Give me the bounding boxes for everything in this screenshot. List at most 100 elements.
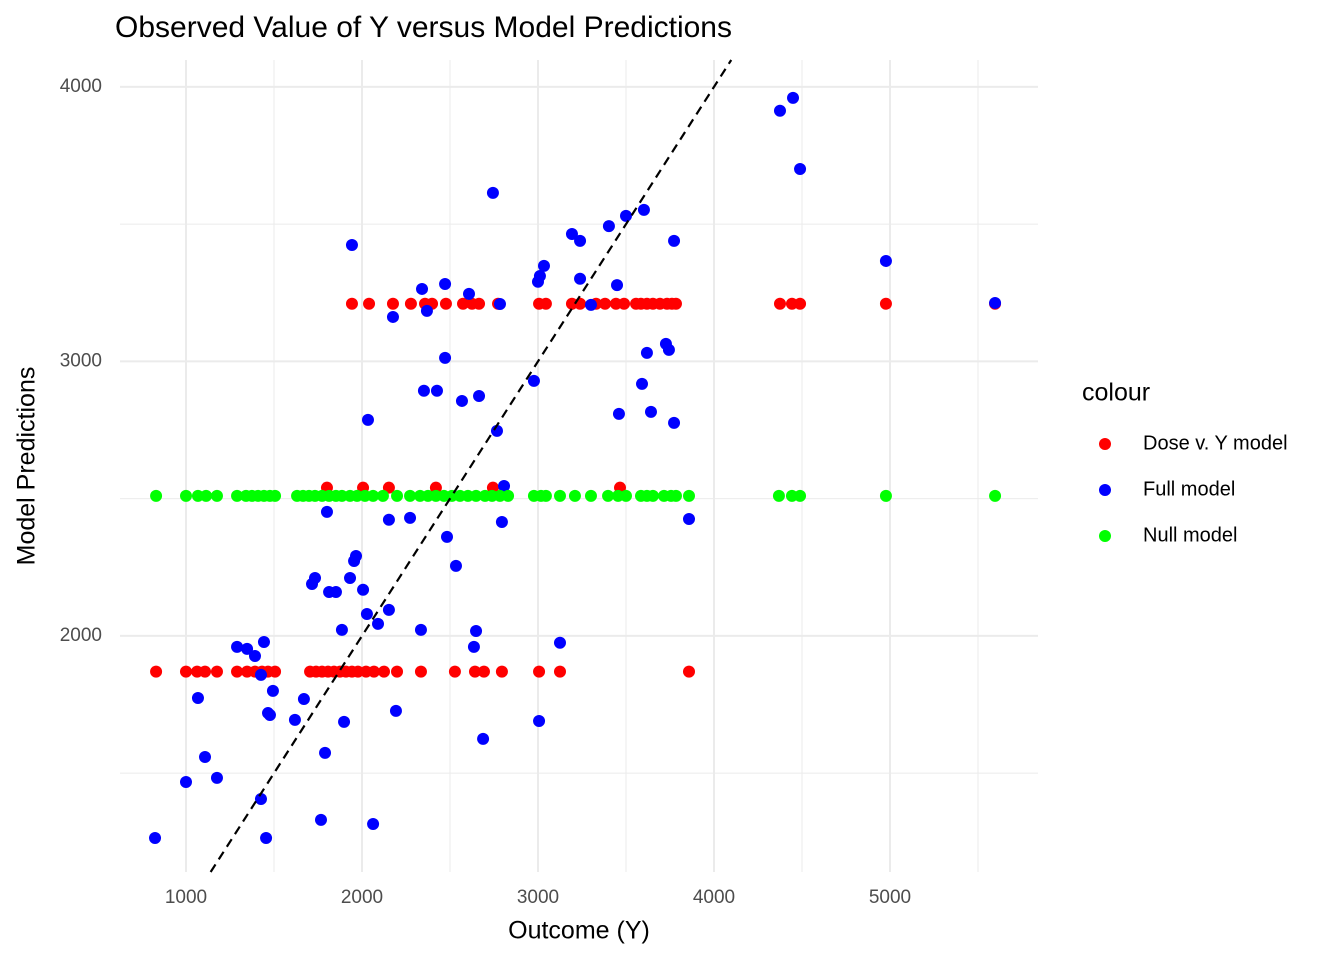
point [463, 287, 476, 300]
point [879, 489, 892, 502]
point [602, 220, 615, 233]
point [179, 489, 192, 502]
point [191, 691, 204, 704]
point [539, 297, 552, 310]
point [248, 649, 261, 662]
point [210, 665, 223, 678]
point [231, 665, 244, 678]
point [495, 516, 508, 528]
point [448, 665, 461, 678]
point [350, 550, 363, 563]
point [150, 489, 163, 502]
point [611, 279, 624, 292]
x-tick-label: 5000 [869, 887, 911, 908]
point [584, 298, 597, 311]
point [382, 513, 395, 526]
point [486, 186, 499, 199]
point [539, 489, 552, 502]
point [498, 480, 511, 493]
point [619, 209, 632, 222]
point [360, 607, 373, 620]
point [404, 297, 417, 310]
point [149, 831, 162, 844]
point [344, 572, 357, 584]
point [637, 203, 650, 216]
point [457, 297, 470, 310]
point [669, 297, 682, 310]
point [314, 813, 327, 826]
point [794, 162, 807, 175]
point [470, 624, 483, 637]
point [297, 693, 310, 706]
point [377, 665, 390, 678]
point [376, 489, 389, 502]
point [553, 489, 566, 502]
x-axis-label: Outcome (Y) [508, 917, 650, 945]
point [989, 296, 1002, 309]
point [414, 623, 427, 636]
point [254, 792, 267, 805]
point [565, 228, 578, 241]
legend-title: colour [1082, 379, 1150, 407]
point [574, 272, 587, 285]
point [879, 254, 892, 267]
point [473, 390, 486, 402]
point [439, 351, 452, 364]
point [288, 713, 301, 726]
point [210, 771, 223, 784]
point [179, 665, 192, 678]
point [386, 310, 399, 323]
point [345, 297, 358, 310]
legend-marker [1099, 484, 1111, 496]
point [269, 489, 282, 502]
point [533, 715, 546, 728]
point [772, 489, 785, 502]
point [386, 297, 399, 310]
point [553, 665, 566, 678]
point [989, 489, 1002, 502]
point [260, 831, 273, 844]
point [640, 346, 653, 359]
point [682, 512, 695, 525]
point [320, 505, 333, 518]
point [662, 343, 675, 356]
point [794, 297, 807, 310]
point [773, 104, 786, 117]
point [439, 278, 452, 290]
point [618, 297, 631, 310]
legend-label: Full model [1143, 478, 1235, 500]
point [210, 489, 223, 502]
point [367, 489, 380, 502]
point [682, 489, 695, 502]
point [584, 489, 597, 502]
point [363, 297, 376, 310]
point [391, 665, 404, 678]
point [361, 413, 374, 426]
point [367, 817, 380, 830]
legend-label: Dose v. Y model [1143, 432, 1288, 454]
point [455, 394, 468, 407]
point [533, 665, 546, 678]
point [382, 481, 395, 494]
point [430, 384, 443, 397]
chart-title: Observed Value of Y versus Model Predict… [115, 11, 732, 44]
point [417, 384, 430, 397]
point [467, 640, 480, 653]
point [150, 665, 163, 678]
reference-line [209, 59, 733, 873]
point [329, 586, 342, 598]
legend-label: Null model [1143, 524, 1237, 546]
point [477, 732, 490, 745]
point [345, 239, 358, 252]
point [502, 489, 515, 502]
x-tick-label: 4000 [693, 887, 735, 908]
point [441, 530, 454, 543]
point [574, 234, 587, 247]
point [602, 489, 615, 502]
point [391, 489, 404, 502]
y-tick-label: 4000 [60, 76, 102, 97]
point [477, 665, 490, 678]
point [319, 746, 332, 759]
point [199, 665, 212, 678]
